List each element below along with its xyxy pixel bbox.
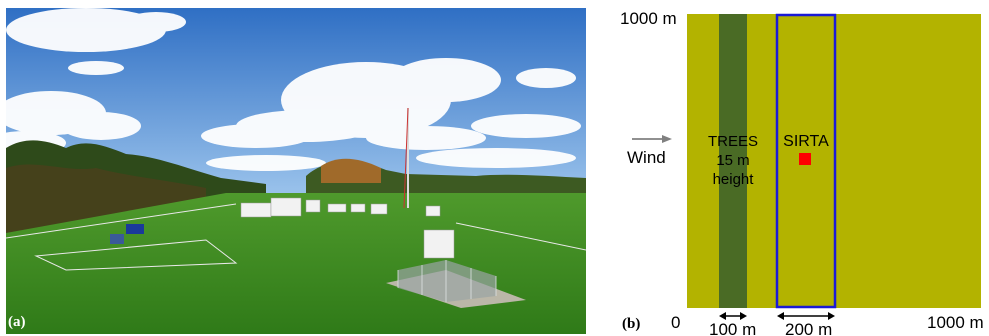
sirta-box <box>775 13 837 309</box>
instrument-buildings <box>240 197 455 259</box>
trees-label-line2: 15 m <box>716 152 749 169</box>
sirta-width-label: 200 m <box>785 320 832 336</box>
wind-arrow <box>632 135 672 143</box>
trees-label-line1: TREES <box>708 133 758 150</box>
panel-b-tag: (b) <box>622 316 641 332</box>
top-left-label: 1000 m <box>620 9 677 28</box>
panel-a-tag: (a) <box>8 314 26 330</box>
fences <box>6 203 586 271</box>
trees-width-label: 100 m <box>709 320 756 336</box>
site-schematic: 1000 m 0 1000 m 100 m 200 m Wind TREES 1… <box>620 9 984 336</box>
sirta-width-arrow <box>777 312 835 320</box>
trees-strip <box>719 14 747 308</box>
autumn-tree-cluster <box>321 158 381 183</box>
sirta-marker <box>799 153 811 165</box>
trees-label-line3: height <box>713 171 755 188</box>
site-photograph <box>6 8 586 334</box>
origin-label: 0 <box>671 313 680 332</box>
blue-container <box>126 224 144 234</box>
wind-label: Wind <box>627 148 666 167</box>
right-bottom-label: 1000 m <box>927 313 984 332</box>
instrument-enclosure <box>398 260 496 302</box>
photo-scene <box>6 8 586 334</box>
trees-width-arrow <box>719 312 747 320</box>
sirta-label: SIRTA <box>783 133 829 150</box>
